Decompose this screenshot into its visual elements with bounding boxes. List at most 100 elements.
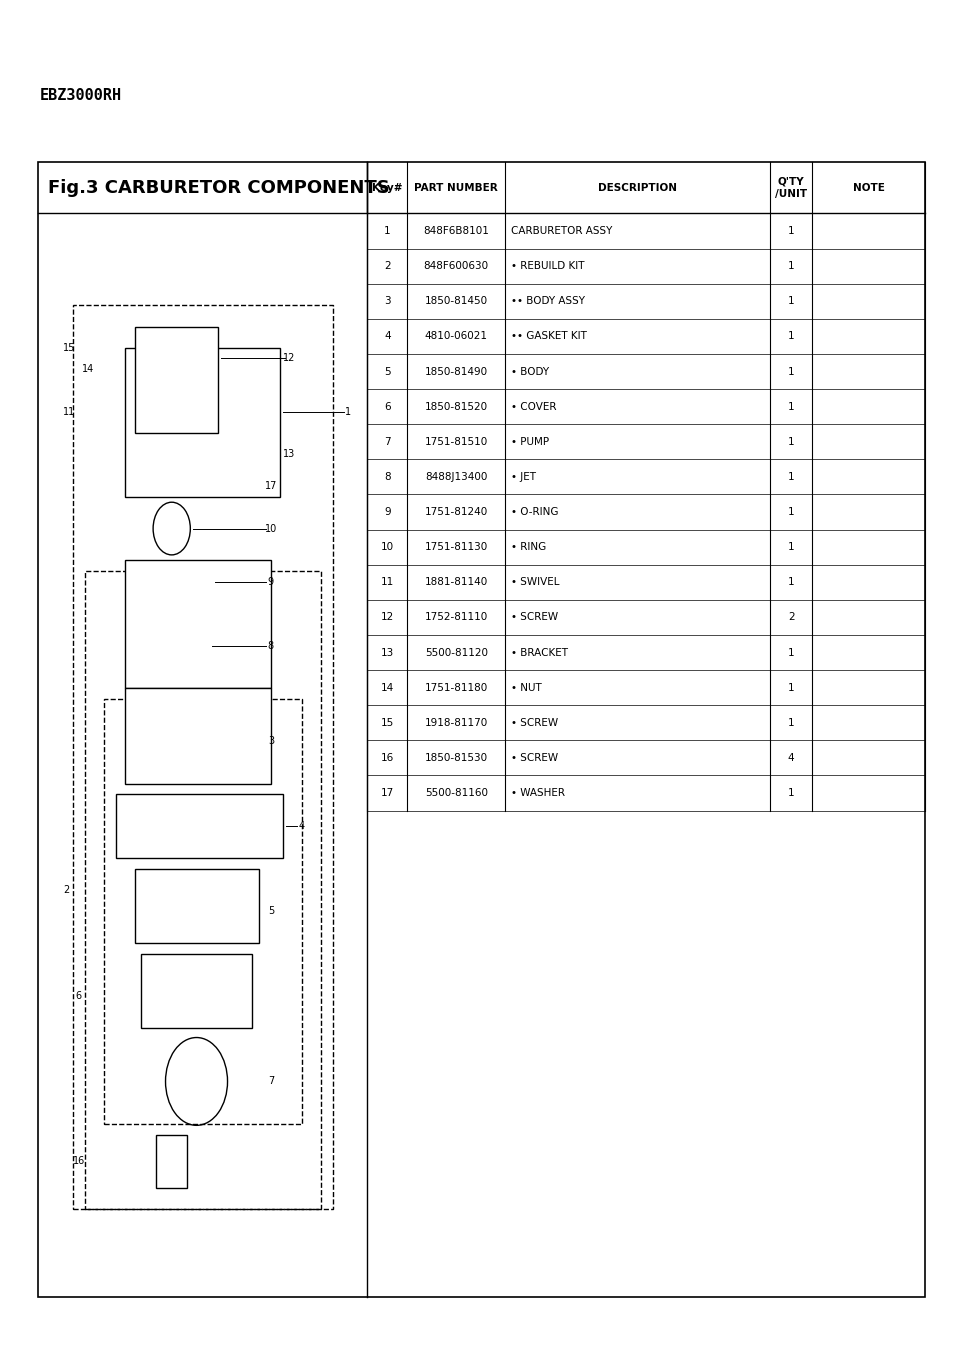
Bar (38, 162, 924, 1297)
Text: EBZ3000RH: EBZ3000RH (40, 88, 122, 103)
Text: 1: 1 (787, 471, 794, 482)
Text: • RING: • RING (510, 542, 545, 553)
Text: 1: 1 (787, 261, 794, 272)
Text: • PUMP: • PUMP (510, 436, 548, 447)
Text: 11: 11 (63, 407, 75, 416)
Text: 848F6B8101: 848F6B8101 (423, 226, 489, 236)
Text: 1751-81510: 1751-81510 (424, 436, 487, 447)
Text: 1: 1 (345, 407, 351, 416)
Text: 1: 1 (787, 331, 794, 342)
Text: 1: 1 (787, 682, 794, 693)
Text: •• BODY ASSY: •• BODY ASSY (510, 296, 584, 307)
Bar (125, 561, 271, 688)
Text: 848F600630: 848F600630 (423, 261, 488, 272)
Text: 1: 1 (787, 542, 794, 553)
Text: 1850-81520: 1850-81520 (424, 401, 487, 412)
Text: Q'TY
/UNIT: Q'TY /UNIT (774, 177, 806, 199)
Text: • BODY: • BODY (510, 366, 548, 377)
Text: 1: 1 (787, 507, 794, 517)
Text: 17: 17 (265, 481, 276, 490)
Text: 14: 14 (82, 363, 94, 374)
Text: 2: 2 (63, 885, 70, 896)
Bar (125, 347, 280, 497)
Text: 6: 6 (75, 992, 82, 1001)
Text: 4: 4 (384, 331, 391, 342)
Text: NOTE: NOTE (852, 182, 883, 193)
Bar (134, 327, 218, 432)
Text: 1: 1 (787, 226, 794, 236)
Text: 1: 1 (787, 366, 794, 377)
Text: •• GASKET KIT: •• GASKET KIT (510, 331, 586, 342)
Text: 8: 8 (268, 640, 274, 651)
Bar (103, 698, 301, 1124)
Text: 12: 12 (283, 354, 295, 363)
Text: CARBURETOR ASSY: CARBURETOR ASSY (510, 226, 612, 236)
Text: 4810-06021: 4810-06021 (424, 331, 487, 342)
Text: • SCREW: • SCREW (510, 753, 558, 763)
Text: 10: 10 (380, 542, 394, 553)
Text: PART NUMBER: PART NUMBER (414, 182, 497, 193)
Text: 1751-81240: 1751-81240 (424, 507, 487, 517)
Text: • JET: • JET (510, 471, 536, 482)
Text: 5500-81160: 5500-81160 (424, 788, 487, 798)
Text: • SWIVEL: • SWIVEL (510, 577, 558, 588)
Text: 1: 1 (787, 296, 794, 307)
Text: 9: 9 (384, 507, 391, 517)
Text: 5: 5 (384, 366, 391, 377)
Text: 1: 1 (787, 401, 794, 412)
Text: 1: 1 (384, 226, 391, 236)
Text: 1850-81530: 1850-81530 (424, 753, 487, 763)
Text: 1752-81110: 1752-81110 (424, 612, 487, 623)
Text: 13: 13 (380, 647, 394, 658)
Text: 16: 16 (380, 753, 394, 763)
Text: 1751-81130: 1751-81130 (424, 542, 487, 553)
Text: 1: 1 (787, 788, 794, 798)
Text: • BRACKET: • BRACKET (510, 647, 567, 658)
Text: 3: 3 (384, 296, 391, 307)
Bar (156, 1135, 187, 1188)
Text: 17: 17 (380, 788, 394, 798)
Text: • O-RING: • O-RING (510, 507, 558, 517)
Text: 14: 14 (380, 682, 394, 693)
Text: 10: 10 (265, 524, 276, 534)
Text: 9: 9 (268, 577, 274, 586)
Text: 1850-81450: 1850-81450 (424, 296, 487, 307)
Text: 1850-81490: 1850-81490 (424, 366, 487, 377)
Bar (72, 305, 333, 1209)
Text: 7: 7 (384, 436, 391, 447)
Text: 12: 12 (380, 612, 394, 623)
Text: • SCREW: • SCREW (510, 717, 558, 728)
Text: 8488J13400: 8488J13400 (425, 471, 487, 482)
Text: 1: 1 (787, 436, 794, 447)
Text: • SCREW: • SCREW (510, 612, 558, 623)
Text: • REBUILD KIT: • REBUILD KIT (510, 261, 584, 272)
Text: Fig.3 CARBURETOR COMPONENTS: Fig.3 CARBURETOR COMPONENTS (48, 178, 389, 197)
Text: • WASHER: • WASHER (510, 788, 564, 798)
Text: 4: 4 (298, 821, 305, 831)
Text: 2: 2 (384, 261, 391, 272)
Text: 3: 3 (268, 736, 274, 746)
Text: 1: 1 (787, 577, 794, 588)
Text: 1918-81170: 1918-81170 (424, 717, 487, 728)
Text: 2: 2 (787, 612, 794, 623)
Text: 1: 1 (787, 717, 794, 728)
Text: 5500-81120: 5500-81120 (424, 647, 487, 658)
Text: 11: 11 (380, 577, 394, 588)
Text: 7: 7 (268, 1077, 274, 1086)
Text: 15: 15 (380, 717, 394, 728)
Text: • NUT: • NUT (510, 682, 541, 693)
Text: 1751-81180: 1751-81180 (424, 682, 487, 693)
Text: • COVER: • COVER (510, 401, 556, 412)
Text: Key#: Key# (372, 182, 402, 193)
Text: DESCRIPTION: DESCRIPTION (598, 182, 677, 193)
Bar (125, 688, 271, 784)
Text: 15: 15 (63, 343, 75, 353)
Bar (134, 869, 258, 943)
Bar (116, 794, 283, 858)
Text: 5: 5 (268, 907, 274, 916)
Text: 6: 6 (384, 401, 391, 412)
Bar (141, 954, 252, 1028)
Text: 1: 1 (787, 647, 794, 658)
Text: 1881-81140: 1881-81140 (424, 577, 487, 588)
Bar (85, 571, 320, 1209)
